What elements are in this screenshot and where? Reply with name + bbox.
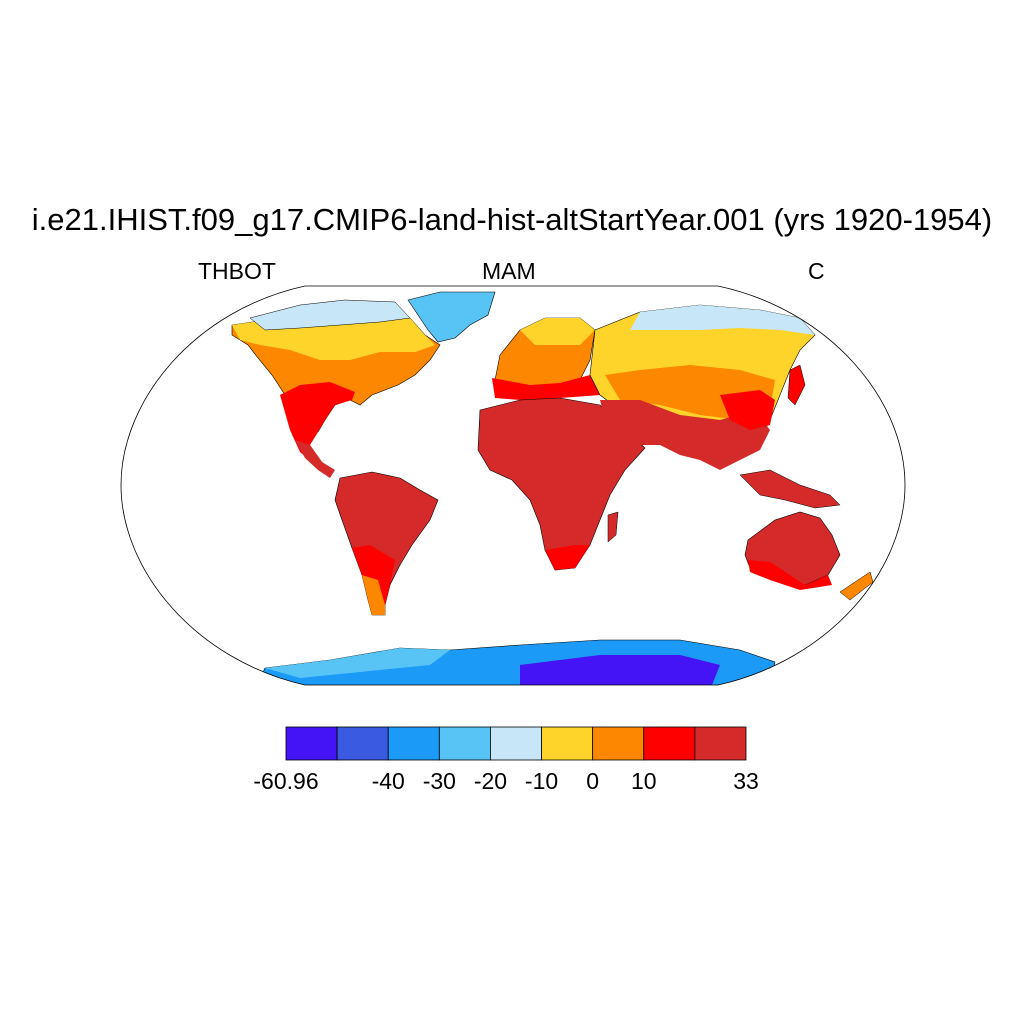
units-label: C xyxy=(808,258,825,284)
greenland xyxy=(407,291,496,343)
colorbar-tick-label: -30 xyxy=(422,768,456,794)
antarctica-interior xyxy=(520,655,720,685)
madagascar xyxy=(607,511,619,543)
north-america-south xyxy=(280,382,355,470)
colorbar-swatch xyxy=(336,726,389,761)
indonesia xyxy=(739,469,841,509)
colorbar-tick-label: -60.96 xyxy=(253,768,319,794)
globe-outline xyxy=(120,285,906,686)
colorbar-swatch xyxy=(694,726,747,761)
siberia-cold xyxy=(630,305,815,335)
mediterranean-rim xyxy=(492,375,600,400)
colorbar-swatch xyxy=(438,726,491,761)
colorbar-swatch xyxy=(592,726,645,761)
colorbar-tick-label: -20 xyxy=(473,768,508,794)
colorbar-swatch xyxy=(285,726,338,761)
central-america xyxy=(295,440,335,478)
japan xyxy=(787,364,806,406)
patagonia xyxy=(362,575,385,615)
colorbar-swatch xyxy=(490,726,542,761)
colorbar-tick-label: 10 xyxy=(630,768,657,794)
south-africa xyxy=(545,545,590,570)
continents xyxy=(231,291,874,685)
colorbar-swatch xyxy=(643,726,696,761)
season-label: MAM xyxy=(482,258,536,284)
antarctica-coast xyxy=(265,648,450,678)
east-asia xyxy=(720,390,775,430)
colorbar xyxy=(285,726,747,761)
arctic-canada xyxy=(249,299,411,331)
colorbar-tick-label: -40 xyxy=(371,768,405,794)
new-zealand xyxy=(839,571,874,601)
europe-north xyxy=(520,318,595,345)
variable-label: THBOT xyxy=(198,258,276,284)
colorbar-swatch xyxy=(387,726,440,761)
colorbar-tick-label: 0 xyxy=(586,768,600,794)
colorbar-tick-label: 33 xyxy=(733,768,759,794)
colorbar-tick-label: -10 xyxy=(524,768,559,794)
map-title: i.e21.IHIST.f09_g17.CMIP6-land-hist-altS… xyxy=(31,202,993,237)
south-asia xyxy=(600,400,770,470)
colorbar-swatch xyxy=(541,726,594,761)
australia-south xyxy=(748,560,832,590)
